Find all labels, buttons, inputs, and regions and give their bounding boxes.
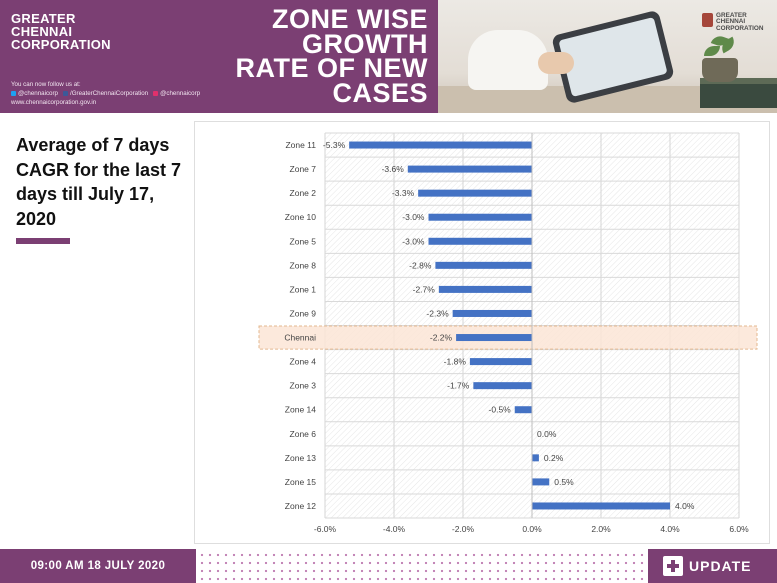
data-label: -3.0% (402, 236, 425, 246)
logo-text-line-2: CHENNAI (716, 18, 746, 26)
category-label: Zone 4 (290, 357, 317, 367)
header-banner: GREATER CHENNAI CORPORATION You can now … (0, 0, 777, 113)
x-tick-label: 4.0% (660, 524, 680, 534)
social-twitter[interactable]: @chennaicorp (11, 90, 58, 97)
category-label: Zone 13 (285, 453, 316, 463)
data-label: 0.0% (537, 429, 557, 439)
category-label: Zone 14 (285, 405, 316, 415)
photo-person (468, 30, 548, 90)
headline-line-2: GROWTH (302, 28, 428, 59)
data-label: 4.0% (675, 501, 695, 511)
social-facebook[interactable]: /GreaterChennaiCorporation (63, 90, 148, 97)
bar (428, 213, 532, 221)
category-label: Zone 5 (290, 236, 317, 246)
bar (456, 334, 532, 342)
headline-line-1: ZONE WISE (271, 4, 428, 34)
data-label: -3.6% (382, 164, 405, 174)
x-tick-label: -4.0% (383, 524, 406, 534)
bar (349, 141, 532, 149)
headline-line-4: CASES (332, 77, 428, 108)
category-label: Zone 9 (290, 308, 317, 318)
accent-bar (16, 238, 70, 244)
photo-leaf (704, 46, 720, 56)
data-label: -2.2% (430, 333, 453, 343)
org-name-line-2: CHENNAI (11, 24, 73, 39)
category-label: Zone 10 (285, 212, 316, 222)
social-twitter-label: @chennaicorp (18, 90, 58, 97)
category-label: Zone 1 (290, 284, 317, 294)
org-name: GREATER CHENNAI CORPORATION (11, 12, 111, 51)
social-facebook-label: /GreaterChennaiCorporation (70, 90, 149, 97)
bar (532, 478, 550, 486)
header-photo: GREATER CHENNAI CORPORATION (438, 0, 777, 113)
chart-container: -6.0% -4.0% -2.0% 0.0% 2.0% 4.0% 6.0% Zone 11 -5… (194, 121, 770, 544)
website-link[interactable]: www.chennaicorporation.gov.in (11, 99, 97, 106)
headline: ZONE WISE GROWTH RATE OF NEW CASES (235, 4, 428, 108)
facebook-icon (63, 90, 68, 96)
org-name-line-3: CORPORATION (11, 37, 111, 52)
logo-text-line-1: GREATER (716, 12, 747, 19)
social-instagram-label: @chennaicorp (160, 90, 201, 97)
follow-text: You can now follow us at: (11, 81, 81, 88)
footer-dot-pattern (196, 549, 648, 583)
x-tick-label: 2.0% (591, 524, 611, 534)
data-label: -5.3% (323, 140, 346, 150)
corporation-logo: GREATER CHENNAI CORPORATION (702, 11, 764, 35)
plus-icon (663, 556, 683, 576)
photo-books-top (700, 78, 777, 86)
corporation-seal-icon (702, 13, 713, 27)
chart-subtitle: Average of 7 days CAGR for the last 7 da… (16, 135, 182, 229)
org-name-line-1: GREATER (11, 11, 76, 26)
data-label: -2.8% (409, 260, 432, 270)
category-label: Zone 8 (290, 260, 317, 270)
twitter-icon (11, 90, 16, 96)
x-tick-label: 6.0% (729, 524, 749, 534)
footer-bar: 09:00 AM 18 JULY 2020 UPDATE (0, 549, 777, 583)
bar (532, 502, 670, 510)
photo-hand (538, 52, 574, 74)
headline-line-3: RATE OF NEW (235, 53, 428, 83)
data-label: -3.0% (402, 212, 425, 222)
footer-datetime: 09:00 AM 18 JULY 2020 (30, 560, 166, 572)
bar (418, 189, 532, 197)
data-label: 0.2% (544, 453, 564, 463)
data-label: 0.5% (554, 477, 574, 487)
social-follow: You can now follow us at: @chennaicorp /… (11, 81, 200, 106)
category-label: Zone 2 (290, 188, 317, 198)
category-label: Zone 6 (290, 429, 317, 439)
x-tick-label: -2.0% (452, 524, 475, 534)
bar (428, 237, 532, 245)
bar (469, 358, 532, 366)
bar (438, 285, 532, 293)
data-label: -3.3% (392, 188, 415, 198)
bar (452, 309, 532, 317)
bar-chart: -6.0% -4.0% -2.0% 0.0% 2.0% 4.0% 6.0% Zone 11 -5… (258, 132, 758, 534)
category-label: Zone 3 (290, 381, 317, 391)
category-label: Zone 11 (285, 140, 316, 150)
bar (435, 261, 532, 269)
data-label: -1.7% (447, 381, 470, 391)
update-label: UPDATE (689, 558, 752, 574)
category-label: Chennai (284, 333, 316, 343)
social-instagram[interactable]: @chennaicorp (153, 90, 200, 97)
instagram-icon (153, 90, 159, 96)
bar (407, 165, 532, 173)
x-tick-label: -6.0% (314, 524, 337, 534)
category-label: Zone 15 (285, 477, 316, 487)
logo-text-line-3: CORPORATION (716, 24, 764, 32)
photo-plant-pot (702, 58, 738, 82)
bar (473, 382, 532, 390)
category-label: Zone 12 (285, 501, 316, 511)
data-label: -1.8% (444, 357, 467, 367)
category-label: Zone 7 (290, 164, 317, 174)
data-label: -2.7% (413, 284, 436, 294)
bar (514, 406, 532, 414)
x-tick-label: 0.0% (522, 524, 542, 534)
update-badge: UPDATE (648, 549, 777, 583)
photo-books (700, 84, 777, 108)
data-label: -2.3% (426, 308, 449, 318)
bar (532, 454, 539, 462)
data-label: -0.5% (489, 405, 512, 415)
